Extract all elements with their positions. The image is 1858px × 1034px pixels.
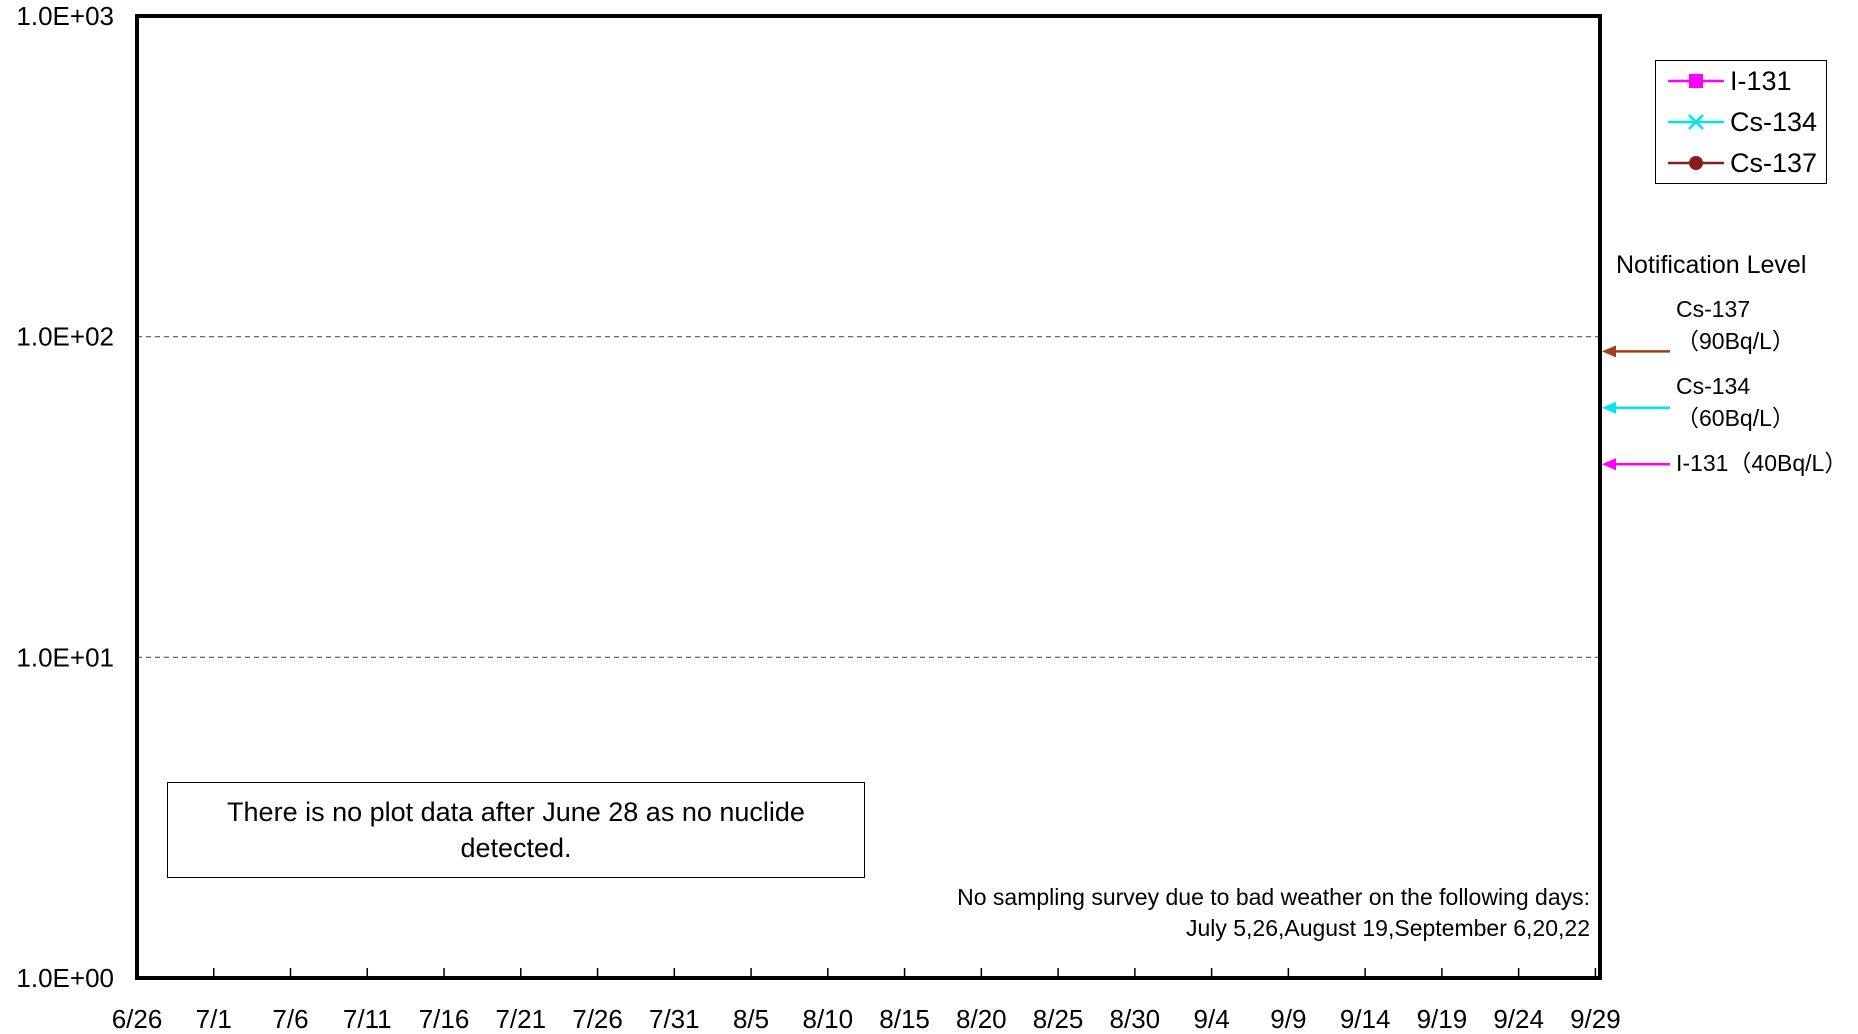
notification-label-cs134: Cs-134 （60Bq/L） — [1676, 370, 1795, 434]
notification-label-cs134-value: （60Bq/L） — [1676, 405, 1795, 431]
y-tick-label: 1.0E+00 — [16, 963, 114, 993]
notification-label-i131-name: I-131（40Bq/L） — [1676, 450, 1848, 476]
y-tick-label: 1.0E+01 — [16, 642, 114, 672]
x-tick-label: 7/1 — [196, 1004, 232, 1034]
notification-arrowhead-icon — [1602, 458, 1616, 471]
x-tick-label: 8/10 — [803, 1004, 854, 1034]
x-tick-label: 7/26 — [572, 1004, 623, 1034]
x-tick-label: 7/16 — [419, 1004, 470, 1034]
weather-note-line2: July 5,26,August 19,September 6,20,22 — [1185, 915, 1590, 941]
x-tick-label: 8/15 — [879, 1004, 930, 1034]
no-data-note-text: There is no plot data after June 28 as n… — [227, 797, 805, 863]
notification-label-cs137: Cs-137 （90Bq/L） — [1676, 293, 1795, 357]
x-tick-label: 8/30 — [1110, 1004, 1161, 1034]
notification-label-cs137-value: （90Bq/L） — [1676, 328, 1795, 354]
notification-label-i131: I-131（40Bq/L） — [1676, 447, 1847, 479]
x-tick-label: 7/11 — [343, 1004, 392, 1034]
legend-marker-circle-icon — [1668, 156, 1724, 170]
x-tick-label: 9/4 — [1194, 1004, 1230, 1034]
x-tick-label: 6/26 — [112, 1004, 163, 1034]
legend-marker-x-icon — [1668, 114, 1724, 130]
x-tick-label: 7/31 — [649, 1004, 700, 1034]
x-tick-label: 9/9 — [1270, 1004, 1306, 1034]
x-tick-label: 7/6 — [272, 1004, 308, 1034]
plot-area — [135, 14, 1602, 980]
legend-item-cs137: Cs-137 — [1656, 143, 1817, 183]
notification-arrowhead-icon — [1602, 401, 1616, 414]
x-tick-label: 9/29 — [1570, 1004, 1621, 1034]
y-tick-label: 1.0E+02 — [16, 322, 114, 352]
legend-label-cs137: Cs-137 — [1730, 147, 1818, 178]
notification-label-cs137-name: Cs-137 — [1676, 296, 1751, 322]
x-tick-label: 9/24 — [1493, 1004, 1544, 1034]
x-tick-label: 9/19 — [1417, 1004, 1468, 1034]
x-tick-label: 9/14 — [1340, 1004, 1391, 1034]
x-tick-label: 7/21 — [495, 1004, 546, 1034]
x-tick-label: 8/25 — [1033, 1004, 1084, 1034]
legend-label-cs134: Cs-134 — [1730, 106, 1818, 137]
y-tick-label: 1.0E+03 — [16, 1, 114, 31]
legend-item-cs134: Cs-134 — [1656, 102, 1817, 142]
notification-arrowhead-icon — [1602, 345, 1616, 358]
notification-level-title: Notification Level — [1616, 251, 1807, 279]
x-tick-label: 8/5 — [733, 1004, 769, 1034]
legend-item-i131: I-131 — [1656, 61, 1792, 101]
notification-label-cs134-name: Cs-134 — [1676, 373, 1751, 399]
legend-marker-square-icon — [1668, 74, 1724, 88]
legend: I-131 Cs-134 Cs-137 — [1655, 60, 1827, 184]
weather-note-line1: No sampling survey due to bad weather on… — [957, 884, 1590, 910]
legend-label-i131: I-131 — [1730, 65, 1792, 96]
x-tick-label: 8/20 — [956, 1004, 1007, 1034]
weather-note: No sampling survey due to bad weather on… — [957, 882, 1590, 944]
no-data-note: There is no plot data after June 28 as n… — [167, 782, 865, 878]
